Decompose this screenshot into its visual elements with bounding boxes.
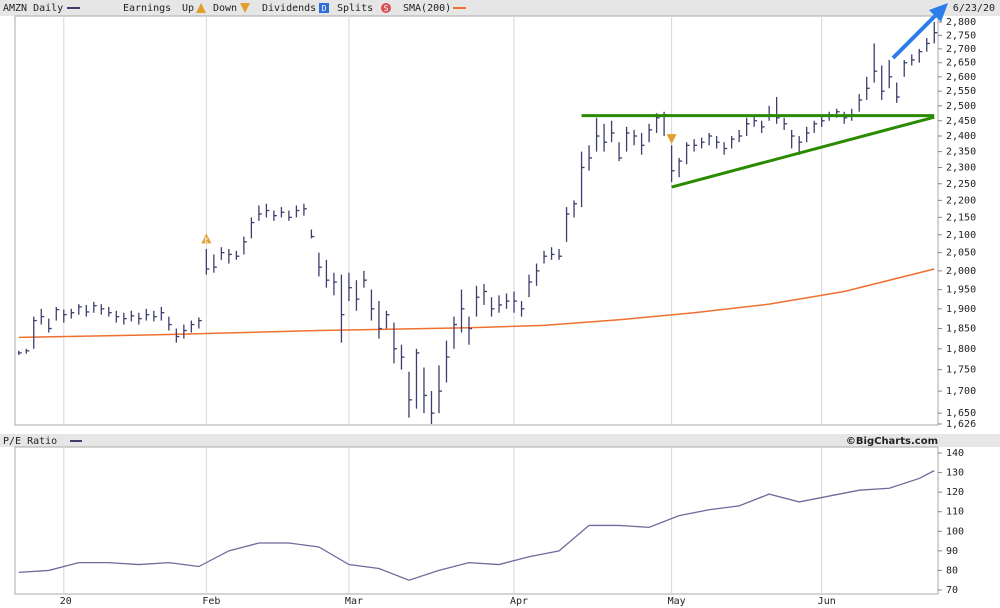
y-tick-label: 2,350 bbox=[946, 147, 976, 158]
price-panel bbox=[14, 15, 939, 426]
y-tick-label: 2,550 bbox=[946, 86, 976, 97]
header-bar bbox=[0, 434, 1000, 447]
y-tick-label: 2,150 bbox=[946, 212, 976, 223]
earnings-marker bbox=[666, 134, 677, 145]
y-tick-label: 80 bbox=[946, 565, 958, 576]
y-tick-label: 1,650 bbox=[946, 408, 976, 419]
icon-letter: D bbox=[322, 4, 327, 13]
y-tick-label: 2,650 bbox=[946, 58, 976, 69]
y-tick-label: 2,200 bbox=[946, 195, 976, 206]
header-bar bbox=[0, 0, 1000, 16]
y-tick-label: 2,800 bbox=[946, 17, 976, 28]
y-tick-label: 2,100 bbox=[946, 230, 976, 241]
y-tick-label: 1,900 bbox=[946, 304, 976, 315]
y-tick-label: 2,450 bbox=[946, 116, 976, 127]
y-tick-label: 70 bbox=[946, 585, 958, 596]
y-tick-label: 120 bbox=[946, 487, 964, 498]
y-tick-label: 2,400 bbox=[946, 131, 976, 142]
x-tick-label: Jun bbox=[818, 596, 836, 607]
legend-text: Up bbox=[182, 3, 194, 14]
y-tick-label: 110 bbox=[946, 507, 964, 518]
y-tick-label: 2,700 bbox=[946, 44, 976, 55]
legend-text: Dividends bbox=[262, 3, 316, 14]
y-tick-label: 140 bbox=[946, 448, 964, 459]
earnings-down-icon bbox=[240, 3, 250, 13]
legend-text: SMA(200) bbox=[403, 3, 451, 14]
y-tick-label: 130 bbox=[946, 468, 964, 479]
y-tick-label: 1,950 bbox=[946, 285, 976, 296]
legend-text: Splits bbox=[337, 3, 373, 14]
y-tick-label: 2,000 bbox=[946, 266, 976, 277]
icon-letter: S bbox=[384, 4, 389, 13]
x-tick-label: Feb bbox=[202, 596, 220, 607]
dividends-icon bbox=[319, 3, 329, 13]
y-tick-label: 1,750 bbox=[946, 365, 976, 376]
y-tick-label: 2,300 bbox=[946, 162, 976, 173]
y-tick-label: 90 bbox=[946, 546, 958, 557]
y-tick-label: 100 bbox=[946, 526, 964, 537]
x-tick-label: 20 bbox=[60, 596, 72, 607]
arrow-shaft bbox=[891, 14, 937, 60]
x-tick-label: Mar bbox=[345, 596, 363, 607]
y-tick-label: 1,700 bbox=[946, 386, 976, 397]
earnings-up-icon bbox=[196, 3, 206, 13]
y-tick-label: 2,600 bbox=[946, 72, 976, 83]
credit: ©BigCharts.com bbox=[846, 436, 938, 447]
pe-panel bbox=[14, 446, 939, 595]
grid bbox=[63, 16, 823, 594]
pe-line bbox=[18, 470, 935, 581]
chart-title: AMZN Daily bbox=[3, 3, 63, 14]
y-tick-label: 2,050 bbox=[946, 248, 976, 259]
x-tick-label: Apr bbox=[510, 596, 528, 607]
x-tick-label: May bbox=[668, 596, 686, 607]
y-tick-label: 2,500 bbox=[946, 101, 976, 112]
splits-icon bbox=[381, 3, 391, 13]
annotation-arrow bbox=[891, 3, 948, 60]
legend-text: Down bbox=[213, 3, 237, 14]
trendline bbox=[671, 115, 935, 189]
marker-letter: E bbox=[204, 236, 208, 244]
earnings-marker bbox=[201, 233, 212, 244]
y-tick-label: 1,850 bbox=[946, 324, 976, 335]
y-tick-label: 1,800 bbox=[946, 344, 976, 355]
y-tick-label: 2,250 bbox=[946, 179, 976, 190]
arrow-head bbox=[929, 3, 948, 22]
y-tick-label: 1,626 bbox=[946, 419, 976, 430]
panel-title: P/E Ratio bbox=[3, 436, 57, 447]
sma-line bbox=[18, 268, 935, 339]
y-tick-label: 2,750 bbox=[946, 30, 976, 41]
legend-text: Earnings bbox=[123, 3, 171, 14]
date-label: 6/23/20 bbox=[953, 3, 995, 14]
